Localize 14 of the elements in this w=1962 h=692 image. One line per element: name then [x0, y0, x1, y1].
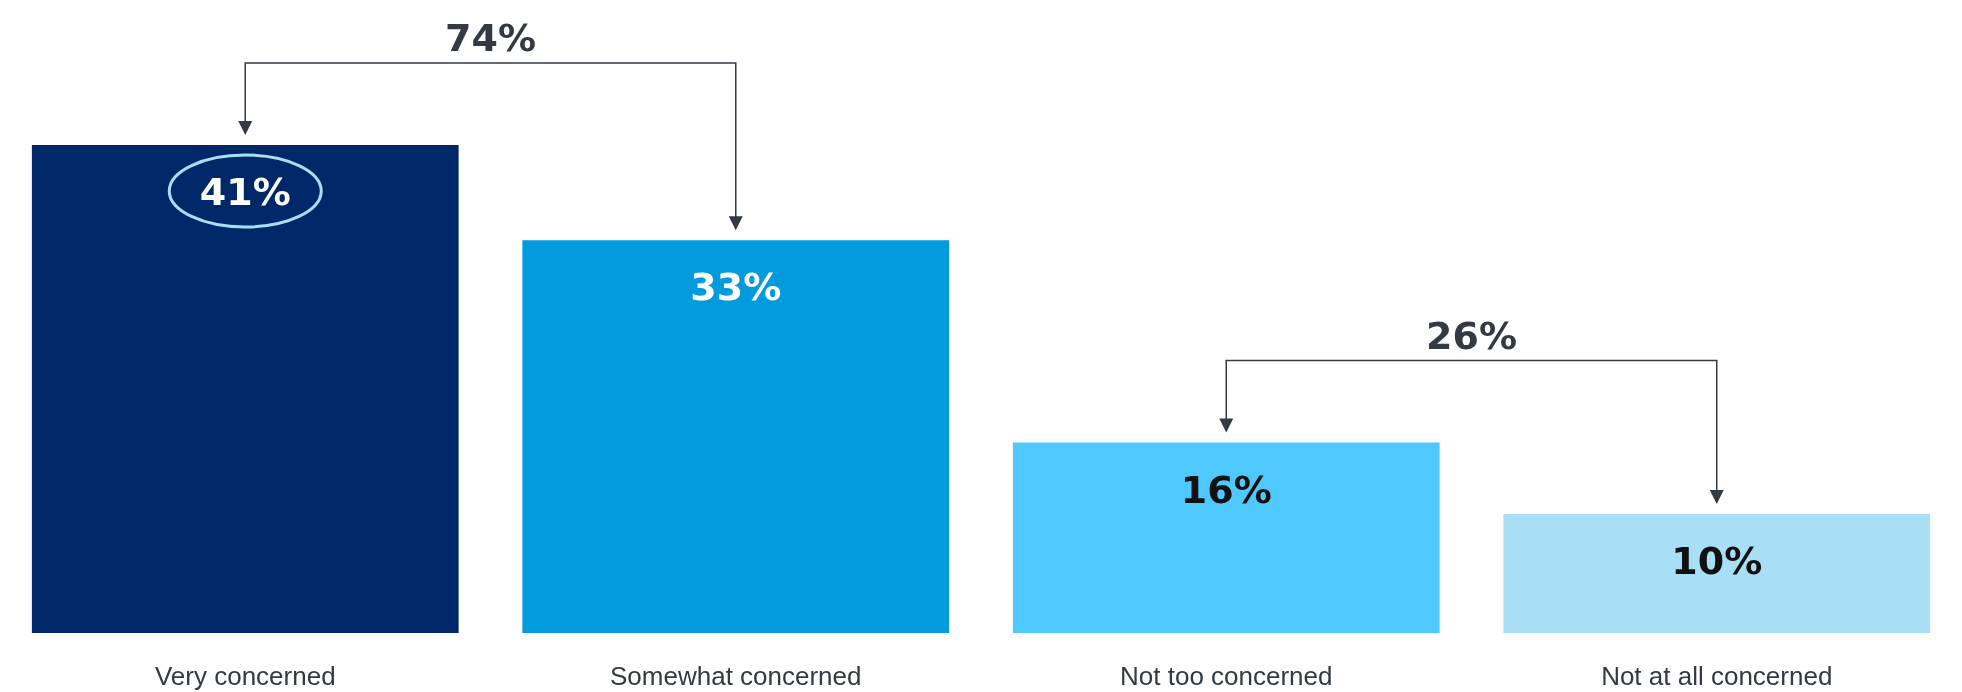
- data-label: 41%: [199, 170, 291, 214]
- bar: [1012, 442, 1440, 633]
- bar: [522, 240, 950, 633]
- bar: [31, 145, 459, 633]
- annotation: 26%: [1426, 313, 1517, 358]
- x-tick-label: Somewhat concerned: [610, 661, 862, 691]
- x-tick-label: Not at all concerned: [1601, 661, 1833, 691]
- text: 74%: [445, 16, 536, 60]
- x-tick-label: Very concerned: [154, 661, 336, 691]
- data-label: 16%: [1180, 467, 1272, 512]
- data-label: 33%: [690, 265, 782, 310]
- x-tick-label: Not too concerned: [1120, 661, 1333, 691]
- bar: [1503, 513, 1931, 633]
- data-label: 10%: [1671, 538, 1763, 583]
